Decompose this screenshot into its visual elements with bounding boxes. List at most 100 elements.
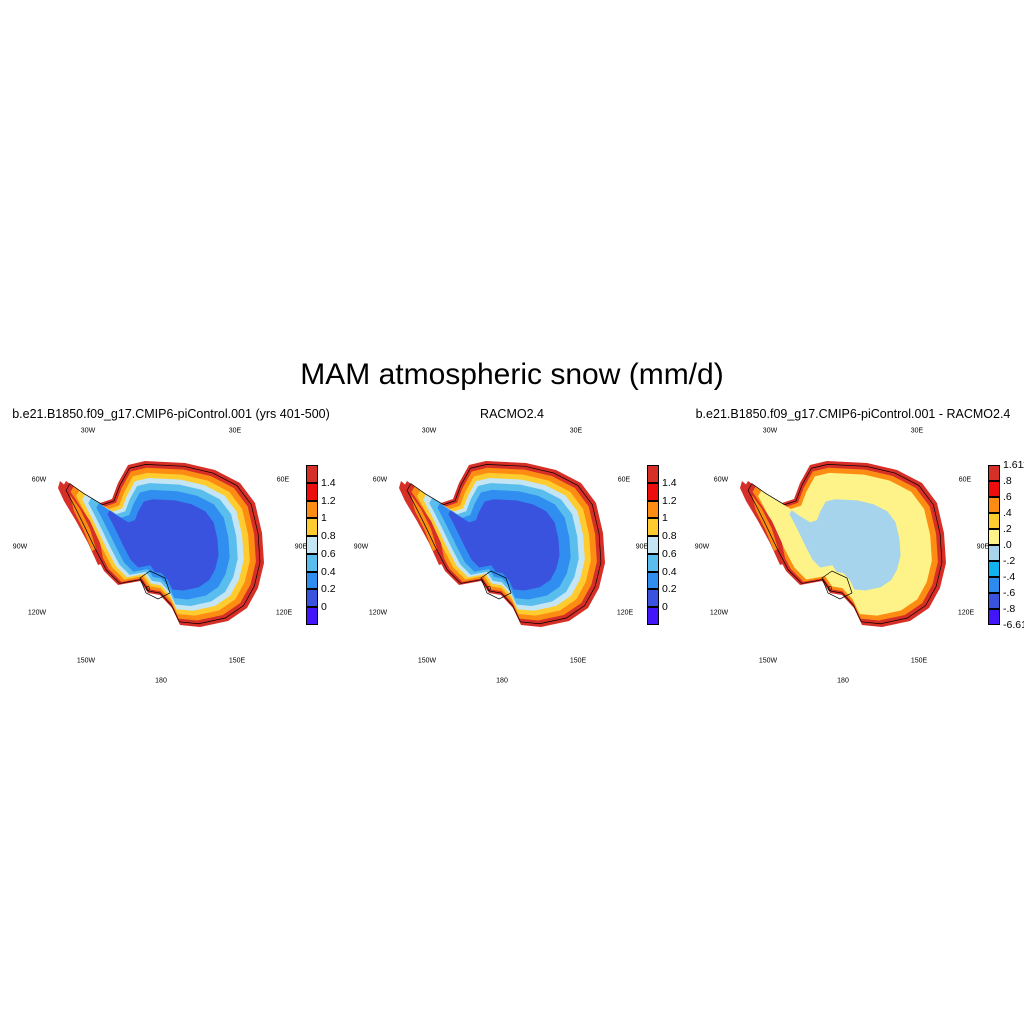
colorbar-label: 1 <box>321 512 327 525</box>
colorbar-swatch <box>306 571 318 590</box>
longitude-label: 120E <box>275 609 293 617</box>
longitude-label: 60W <box>31 476 47 484</box>
colorbar-label: 1.611 <box>1003 459 1024 471</box>
longitude-label: 90E <box>635 543 649 551</box>
colorbar-swatch <box>306 536 318 554</box>
colorbar-swatch <box>988 465 1000 481</box>
colorbar: 1.611 .8 .6 .4 .2 .0 -.2 -.4 -.6 -.8 -6.61 <box>988 459 1024 631</box>
colorbar-label: .8 <box>1003 475 1012 487</box>
longitude-label: 120E <box>616 609 634 617</box>
map-panel-difference: b.e21.B1850.f09_g17.CMIP6-piControl.001 … <box>682 403 1024 693</box>
contour-label: 0 <box>828 586 832 593</box>
colorbar: 1.4 1.2 1 0.8 0.6 0.4 0.2 0 <box>306 465 346 625</box>
coastline-contour <box>747 464 943 625</box>
colorbar-label: 0.6 <box>662 547 677 560</box>
colorbar-label: -.2 <box>1003 555 1016 567</box>
panel-title: b.e21.B1850.f09_g17.CMIP6-piControl.001 … <box>12 407 330 421</box>
longitude-label: 120W <box>709 609 729 617</box>
ice-shelf-contour <box>480 570 512 600</box>
colorbar-label: -.8 <box>1003 603 1016 615</box>
ice-shelf-contour <box>139 570 171 600</box>
colorbar-label: -.4 <box>1003 571 1016 583</box>
colorbar-swatch <box>306 589 318 608</box>
colorbar-label: 1.2 <box>662 494 677 507</box>
longitude-label: 30E <box>910 427 924 435</box>
longitude-label: 150E <box>228 657 246 665</box>
colorbar-swatch <box>647 518 659 537</box>
colorbar-label: 0.2 <box>321 583 336 596</box>
longitude-label: 60E <box>617 476 631 484</box>
colorbar-swatch <box>306 482 318 501</box>
contour-label: 0 <box>146 586 150 593</box>
longitude-label: 90E <box>976 543 990 551</box>
colorbar-swatch <box>988 497 1000 513</box>
colorbar-label: 0 <box>662 601 668 614</box>
antarctica-map: 0 <box>740 461 946 627</box>
colorbar-swatch <box>647 536 659 554</box>
colorbar-swatch <box>988 545 1000 561</box>
colorbar-swatch <box>306 465 318 483</box>
colorbar-label: -6.61 <box>1003 619 1024 631</box>
colorbar-label: .6 <box>1003 491 1012 503</box>
colorbar-label: 0.2 <box>662 583 677 596</box>
longitude-label: 120W <box>27 609 47 617</box>
colorbar-label: 1 <box>662 512 668 525</box>
colorbar-label: 1.2 <box>321 494 336 507</box>
coastline-contour <box>406 464 602 625</box>
longitude-label: 30E <box>569 427 583 435</box>
panel-title: b.e21.B1850.f09_g17.CMIP6-piControl.001 … <box>695 407 1011 421</box>
colorbar-label: 1.4 <box>321 476 336 489</box>
map-panel-model: b.e21.B1850.f09_g17.CMIP6-piControl.001 … <box>0 403 342 693</box>
colorbar-label: 1.4 <box>662 476 677 489</box>
antarctica-map: 0 <box>399 461 605 627</box>
longitude-label: 120W <box>368 609 388 617</box>
longitude-label: 180 <box>496 677 508 685</box>
snow-field-band <box>789 499 901 591</box>
colorbar-swatch <box>647 482 659 501</box>
colorbar-label: 0.4 <box>662 565 677 578</box>
colorbar-swatch <box>988 577 1000 593</box>
longitude-label: 180 <box>837 677 849 685</box>
longitude-label: 150W <box>417 657 437 665</box>
colorbar-swatch <box>988 529 1000 545</box>
colorbar-swatch <box>988 609 1000 625</box>
longitude-label: 30W <box>80 427 96 435</box>
colorbar-swatch <box>306 500 318 519</box>
colorbar-label: 0.8 <box>662 530 677 543</box>
colorbar-label: 0.6 <box>321 547 336 560</box>
colorbar: 1.4 1.2 1 0.8 0.6 0.4 0.2 0 <box>647 465 687 625</box>
longitude-label: 150W <box>758 657 778 665</box>
colorbar-swatch <box>647 553 659 572</box>
longitude-label: 150W <box>76 657 96 665</box>
contour-label: 0 <box>487 586 491 593</box>
colorbar-swatch <box>647 500 659 519</box>
colorbar-swatch <box>306 553 318 572</box>
main-title: MAM atmospheric snow (mm/d) <box>300 358 724 391</box>
snow-field-band <box>107 499 219 591</box>
colorbar-swatch <box>647 465 659 483</box>
longitude-label: 90E <box>294 543 308 551</box>
colorbar-label: 0 <box>321 601 327 614</box>
longitude-label: 150E <box>910 657 928 665</box>
colorbar-swatch <box>647 589 659 608</box>
colorbar-label: -.6 <box>1003 587 1016 599</box>
longitude-label: 60E <box>276 476 290 484</box>
colorbar-label: 0.8 <box>321 530 336 543</box>
longitude-label: 180 <box>155 677 167 685</box>
coastline-contour <box>65 464 261 625</box>
longitude-label: 30W <box>762 427 778 435</box>
longitude-label: 60W <box>713 476 729 484</box>
colorbar-swatch <box>306 518 318 537</box>
snow-field-band <box>448 499 560 591</box>
longitude-label: 90W <box>353 543 369 551</box>
colorbar-swatch <box>988 593 1000 609</box>
colorbar-swatch <box>306 607 318 625</box>
antarctica-map: 0 <box>58 461 264 627</box>
ice-shelf-contour <box>821 570 853 600</box>
map-panel-racmo: RACMO2.4 30W 30E 60W 60E 90W 90E 120W 120E 150W 1… <box>341 403 683 693</box>
colorbar-swatch <box>988 513 1000 529</box>
longitude-label: 90W <box>694 543 710 551</box>
colorbar-label: 0.4 <box>321 565 336 578</box>
colorbar-swatch <box>988 481 1000 497</box>
colorbar-swatch <box>647 571 659 590</box>
